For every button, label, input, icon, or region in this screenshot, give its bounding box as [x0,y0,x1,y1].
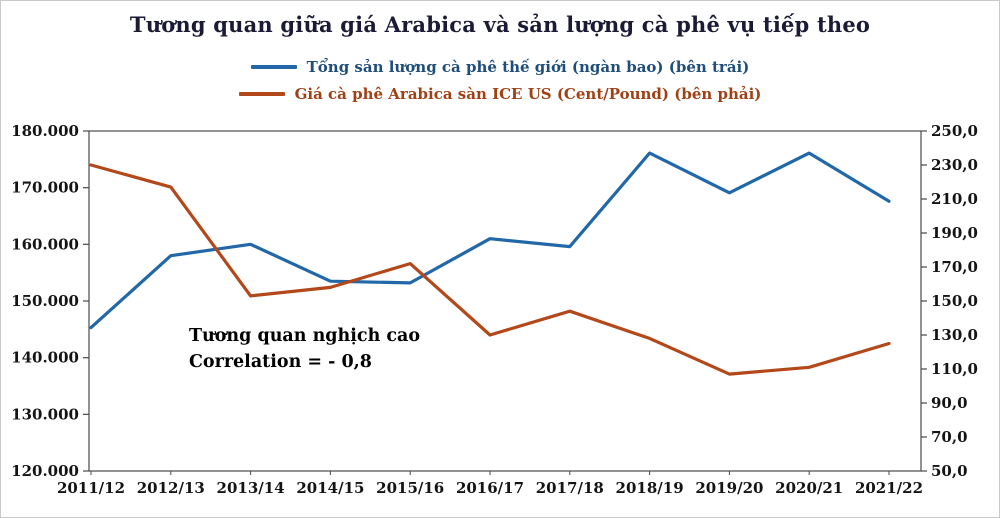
x-axis-label: 2014/15 [296,479,364,497]
correlation-annotation: Tương quan nghịch cao Correlation = - 0,… [189,323,420,376]
x-axis-label: 2021/22 [855,479,923,497]
series-line-price [89,163,891,376]
left-axis-label: 140.000 [11,349,79,367]
plot-border [88,130,922,472]
right-axis-label: 250,0 [931,122,978,140]
x-axis-label: 2016/17 [456,479,524,497]
right-axis-label: 170,0 [931,258,978,276]
left-axis-label: 130.000 [11,405,79,423]
right-axis-label: 130,0 [931,326,978,344]
legend: Tổng sản lượng cà phê thế giới (ngàn bao… [1,58,999,103]
legend-label-price: Giá cà phê Arabica sàn ICE US (Cent/Poun… [294,85,762,103]
annotation-line-1: Tương quan nghịch cao [189,326,421,346]
legend-line-swatch-production [250,65,297,69]
left-axis-label: 120.000 [11,462,79,480]
right-axis-label: 210,0 [931,190,978,208]
series-line-production [89,151,891,330]
x-axis-label: 2013/14 [217,479,285,497]
legend-item-price: Giá cà phê Arabica sàn ICE US (Cent/Poun… [238,85,762,103]
left-axis-label: 170.000 [11,179,79,197]
right-axis-label: 190,0 [931,224,978,242]
right-axis-label: 150,0 [931,292,978,310]
left-axis-label: 160.000 [11,235,79,253]
x-axis-label: 2017/18 [536,479,604,497]
legend-item-production: Tổng sản lượng cà phê thế giới (ngàn bao… [250,58,750,76]
x-axis-label: 2020/21 [775,479,843,497]
x-axis-label: 2019/20 [695,479,763,497]
annotation-line-2: Correlation = - 0,8 [189,352,372,373]
x-axis-label: 2018/19 [616,479,684,497]
chart-title: Tương quan giữa giá Arabica và sản lượng… [129,12,871,37]
right-axis-label: 90,0 [931,394,968,412]
left-axis-label: 150.000 [11,292,79,310]
right-axis-label: 230,0 [931,156,978,174]
legend-line-swatch-price [238,92,285,96]
right-axis-label: 110,0 [931,360,978,378]
legend-label-production: Tổng sản lượng cà phê thế giới (ngàn bao… [306,58,750,76]
right-axis-label: 70,0 [931,428,968,446]
x-axis-label: 2012/13 [137,479,205,497]
x-axis-label: 2011/12 [57,479,125,497]
right-axis-label: 50,0 [931,462,968,480]
x-axis-label: 2015/16 [376,479,444,497]
left-axis-label: 180.000 [11,122,79,140]
